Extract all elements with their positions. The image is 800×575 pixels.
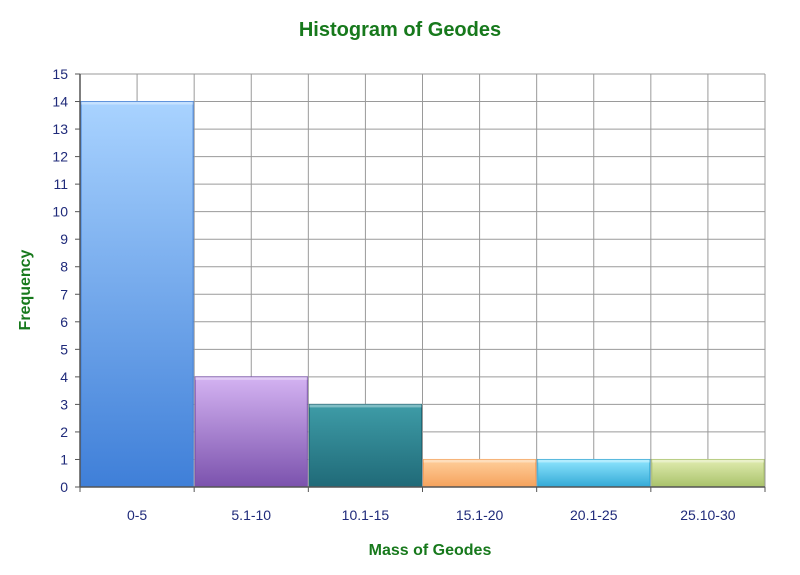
y-tick-label: 0 — [60, 479, 68, 495]
y-tick-label: 5 — [60, 341, 68, 357]
bar-highlight — [651, 459, 764, 463]
bar-10.1-15 — [308, 403, 423, 488]
bars-group — [80, 101, 765, 488]
bar-highlight — [309, 404, 422, 408]
bar-highlight — [537, 459, 650, 463]
bar-highlight — [81, 101, 194, 105]
x-category-label: 10.1-15 — [342, 507, 390, 523]
y-tick-label: 8 — [60, 259, 68, 275]
bar-20.1-25 — [537, 458, 651, 488]
y-tick-label: 6 — [60, 314, 68, 330]
x-axis-title: Mass of Geodes — [369, 542, 492, 559]
y-tick-label: 3 — [60, 396, 68, 412]
x-category-label: 0-5 — [127, 507, 147, 523]
y-tick-label: 1 — [60, 451, 68, 467]
y-tick-label: 13 — [52, 121, 68, 137]
y-axis-title: Frequency — [17, 249, 34, 330]
bar-highlight — [423, 459, 536, 463]
y-tick-label: 4 — [60, 369, 68, 385]
x-category-label: 5.1-10 — [231, 507, 271, 523]
y-tick-label: 9 — [60, 231, 68, 247]
y-tick-label: 15 — [52, 66, 68, 82]
y-tick-label: 2 — [60, 424, 68, 440]
bar-5.1-10 — [194, 376, 308, 488]
x-tick-labels: 0-5 5.1-10 10.1-15 15.1-20 20.1-25 25.10-30 — [127, 507, 736, 523]
bar-highlight — [195, 376, 308, 380]
bar-0-5 — [80, 101, 194, 488]
bar-25.10-30 — [651, 458, 765, 488]
x-category-label: 15.1-20 — [456, 507, 504, 523]
y-tick-label: 11 — [53, 176, 68, 192]
y-tick-label: 7 — [60, 286, 68, 302]
x-category-label: 25.10-30 — [680, 507, 735, 523]
y-tick-label: 14 — [52, 94, 68, 110]
x-category-label: 20.1-25 — [570, 507, 618, 523]
chart-title: Histogram of Geodes — [299, 19, 501, 41]
axes — [75, 73, 766, 492]
bar-15.1-20 — [423, 458, 537, 488]
y-tick-label: 10 — [52, 204, 68, 220]
y-tick-label: 12 — [52, 149, 68, 165]
